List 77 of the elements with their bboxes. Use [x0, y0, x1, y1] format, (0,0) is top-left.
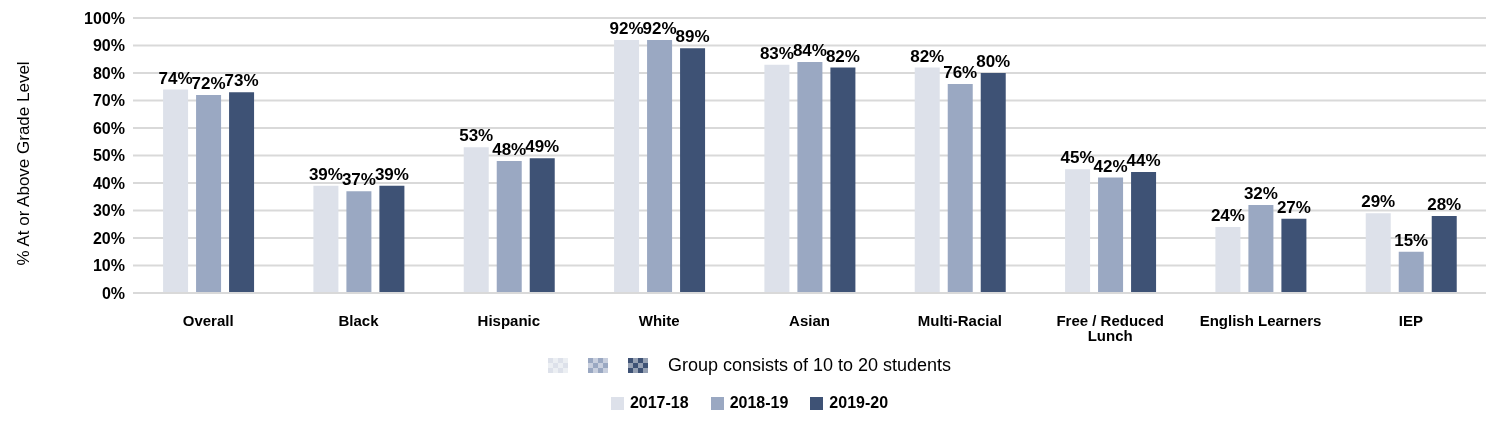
data-label: 92%	[609, 19, 644, 38]
data-label: 76%	[943, 63, 978, 82]
bar	[1398, 251, 1424, 293]
legend-label: 2019-20	[828, 394, 889, 412]
bar	[764, 64, 790, 293]
y-tick-label: 30%	[92, 202, 125, 220]
data-label: 44%	[1126, 151, 1161, 170]
data-label: 29%	[1361, 192, 1396, 212]
y-tick-label: 10%	[92, 257, 125, 275]
y-tick-label: 0%	[101, 284, 125, 302]
x-tick-label: Black	[338, 311, 380, 329]
bar	[496, 161, 522, 293]
y-tick-label: 60%	[92, 119, 125, 137]
bar	[1248, 205, 1274, 293]
data-label: 49%	[525, 137, 560, 157]
bar	[1098, 177, 1124, 293]
bar	[1431, 216, 1457, 293]
bar	[529, 158, 555, 293]
data-label: 83%	[759, 43, 794, 63]
data-label: 82%	[825, 46, 860, 66]
y-axis-title: % At or Above Grade Level	[14, 61, 34, 266]
bar	[379, 185, 405, 293]
y-tick-label: 100%	[84, 9, 125, 27]
y-tick-label: 50%	[92, 147, 125, 165]
bar	[463, 147, 489, 293]
y-tick-label: 90%	[92, 37, 125, 55]
x-tick-label: Multi-Racial	[917, 311, 1002, 329]
data-label: 15%	[1394, 230, 1429, 250]
data-label: 48%	[492, 140, 527, 159]
y-tick-label: 20%	[92, 229, 125, 247]
bar	[914, 67, 940, 293]
bar	[1365, 213, 1391, 293]
bar	[1131, 172, 1157, 293]
x-tick-label: Hispanic	[477, 311, 541, 329]
data-label: 37%	[341, 170, 376, 190]
bar	[980, 73, 1006, 293]
bar	[196, 95, 222, 293]
y-tick-label: 40%	[92, 174, 125, 192]
x-tick-label: Asian	[789, 311, 830, 329]
data-label: 32%	[1243, 184, 1278, 203]
data-label: 28%	[1427, 195, 1462, 214]
x-tick-label: English Learners	[1199, 311, 1322, 329]
data-label: 89%	[675, 27, 710, 47]
text: Group consists of 10 to 20 students	[667, 355, 952, 376]
data-label: 45%	[1060, 148, 1095, 168]
data-label: 24%	[1210, 206, 1245, 225]
x-tick-label: White	[638, 311, 680, 329]
data-label: 73%	[224, 71, 259, 91]
bar	[1215, 227, 1241, 293]
bar	[229, 92, 255, 293]
bar	[797, 62, 823, 293]
bar	[1065, 169, 1091, 293]
data-label: 82%	[910, 46, 945, 66]
bar	[614, 40, 640, 293]
x-tick-label: Free / Reduced Lunch	[1056, 311, 1164, 344]
data-label: 42%	[1093, 156, 1128, 176]
bar	[1281, 218, 1307, 293]
y-tick-label: 70%	[92, 92, 125, 110]
data-label: 53%	[459, 126, 494, 146]
data-label: 92%	[642, 19, 677, 38]
data-label: 74%	[158, 68, 193, 88]
x-tick-label: Overall	[182, 311, 234, 329]
data-label: 27%	[1276, 197, 1311, 217]
legend-label: 2018-19	[728, 394, 789, 412]
bar	[313, 185, 339, 293]
y-tick-label: 80%	[92, 64, 125, 82]
bar	[647, 40, 673, 293]
data-label: 72%	[191, 74, 226, 93]
x-tick-label: IEP	[1398, 311, 1423, 329]
bar	[830, 67, 856, 293]
data-label: 39%	[308, 164, 343, 184]
bar	[346, 191, 372, 293]
bar	[947, 84, 973, 293]
bar	[163, 89, 189, 293]
data-label: 80%	[976, 52, 1011, 71]
bar	[680, 48, 706, 293]
legend-label: 2017-18	[628, 394, 689, 412]
